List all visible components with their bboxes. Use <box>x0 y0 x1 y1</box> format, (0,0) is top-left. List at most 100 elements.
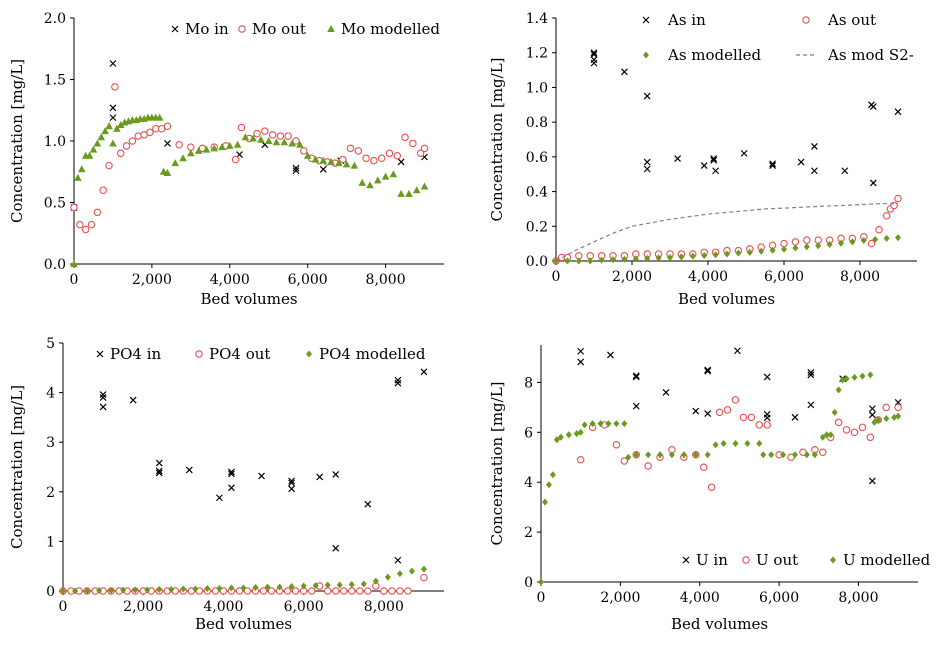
data-point <box>336 581 343 589</box>
data-point <box>253 129 261 138</box>
data-point <box>360 580 367 588</box>
y-tick-label: 4 <box>46 386 55 402</box>
data-point <box>85 151 94 159</box>
data-point <box>781 245 787 253</box>
series-mo-modelled <box>70 113 429 267</box>
data-point <box>613 420 620 428</box>
x-tick-label: 2,000 <box>612 269 652 285</box>
data-point <box>420 182 429 190</box>
y-tick-label: 5 <box>46 336 55 352</box>
y-axis-title: Concentration [mg/L] <box>488 381 506 545</box>
data-point <box>882 403 891 412</box>
data-point <box>323 587 332 595</box>
data-point <box>632 373 640 381</box>
data-point <box>228 468 235 476</box>
data-point <box>553 436 560 444</box>
data-point <box>288 139 296 147</box>
data-point <box>849 238 856 246</box>
data-point <box>621 420 628 428</box>
chart-panel-as: 0.0 0.2 0.4 0.6 0.8 1.0 1.2 1.4 0 2,000 4,000 6,000… <box>488 11 917 308</box>
data-point <box>704 366 712 374</box>
data-point <box>267 587 276 595</box>
data-point <box>692 451 699 459</box>
y-tick-label: 0.6 <box>526 150 548 166</box>
data-point <box>366 181 374 189</box>
x-axis-title: Bed volumes <box>671 615 768 633</box>
data-point <box>803 236 811 244</box>
data-point <box>780 451 787 459</box>
y-tick-label: 0.2 <box>526 219 548 235</box>
legend-label: PO4 in <box>110 345 161 363</box>
data-point <box>348 587 356 595</box>
data-point <box>868 405 876 413</box>
data-point <box>311 155 320 163</box>
data-point <box>346 144 355 153</box>
data-point <box>259 587 268 595</box>
data-point <box>99 394 107 401</box>
data-point <box>545 481 552 489</box>
y-tick-label: 2 <box>46 485 55 501</box>
data-point <box>811 451 818 459</box>
legend: PO4 in PO4 out PO4 modelled <box>96 345 426 363</box>
data-point <box>258 472 265 480</box>
legend-label: As mod S2- <box>827 46 914 64</box>
data-point <box>872 235 879 243</box>
data-point <box>356 587 364 595</box>
data-point <box>120 586 127 594</box>
data-point <box>420 573 428 582</box>
data-point <box>875 416 882 424</box>
data-point <box>288 485 296 493</box>
data-point <box>187 149 195 157</box>
y-tick-label: 0.5 <box>44 196 66 212</box>
data-point <box>866 433 875 442</box>
data-point <box>731 396 740 404</box>
data-point <box>155 113 164 121</box>
legend-marker <box>96 350 104 358</box>
data-point <box>577 347 585 355</box>
data-point <box>292 167 300 174</box>
data-point <box>268 131 277 139</box>
data-point <box>835 386 842 394</box>
data-point <box>249 134 257 142</box>
data-point <box>895 412 902 420</box>
data-point <box>549 471 556 479</box>
data-point <box>732 440 739 448</box>
data-point <box>96 587 103 595</box>
data-point <box>541 498 548 506</box>
data-point <box>868 411 876 419</box>
data-point <box>643 92 651 100</box>
data-point <box>324 581 331 589</box>
data-point <box>240 584 247 592</box>
data-point <box>715 408 724 417</box>
data-point <box>710 155 718 163</box>
data-point <box>384 573 391 581</box>
legend-label: U in <box>696 551 728 569</box>
data-point <box>882 212 891 220</box>
data-point <box>237 123 246 132</box>
data-point <box>235 587 244 595</box>
data-point <box>859 372 866 380</box>
data-point <box>276 132 285 140</box>
data-point <box>655 254 662 262</box>
data-point <box>74 173 82 181</box>
data-point <box>116 149 125 158</box>
data-point <box>815 242 822 250</box>
series-po4-in <box>99 368 428 564</box>
data-point <box>792 244 799 252</box>
data-point <box>692 407 700 415</box>
data-point <box>838 239 844 247</box>
data-point <box>144 586 151 594</box>
data-point <box>810 167 818 175</box>
data-point <box>109 60 117 67</box>
data-point <box>850 428 859 437</box>
data-point <box>388 587 396 595</box>
data-point <box>858 423 867 432</box>
data-point <box>233 140 242 148</box>
y-tick-label: 6 <box>524 425 533 441</box>
data-point <box>704 451 711 459</box>
data-point <box>895 234 901 242</box>
data-point <box>350 161 359 169</box>
data-point <box>756 440 763 448</box>
data-point <box>396 587 404 595</box>
data-point <box>700 162 708 169</box>
